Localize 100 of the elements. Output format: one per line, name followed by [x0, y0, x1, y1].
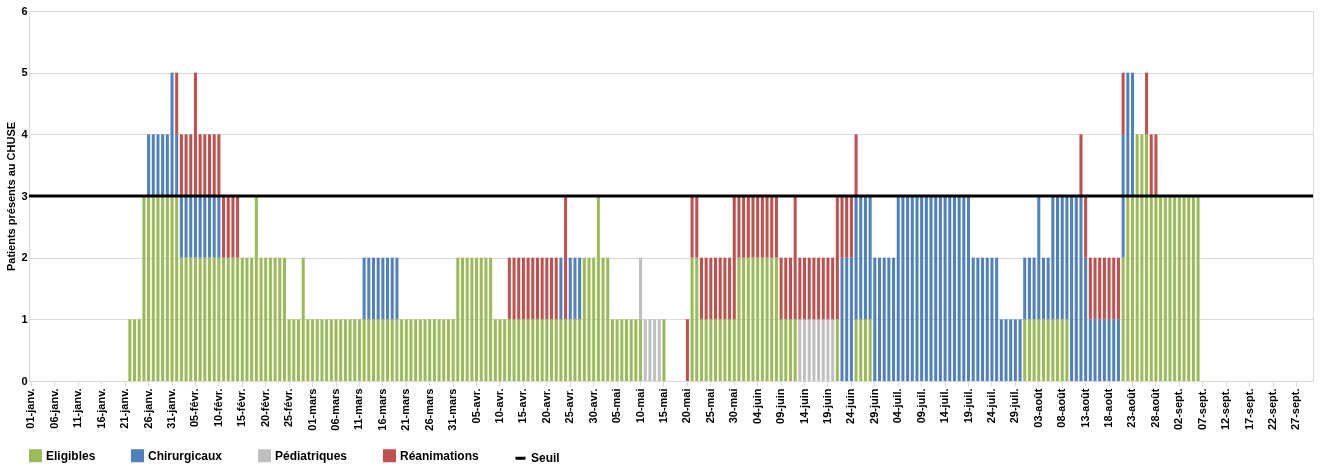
x-tick-label: 13-août	[1078, 388, 1091, 428]
bar	[498, 319, 502, 381]
bar	[948, 196, 952, 381]
bar	[1051, 319, 1055, 381]
bar	[320, 319, 324, 381]
bar	[217, 257, 221, 381]
bar	[606, 257, 610, 381]
x-tick-label: 08-août	[1055, 388, 1068, 428]
bar	[854, 134, 858, 196]
bar	[521, 319, 525, 381]
bar	[1126, 196, 1130, 381]
bar	[564, 319, 568, 381]
y-tick-label: 0	[21, 374, 28, 387]
x-tick-label: 05-mai	[610, 388, 623, 424]
bar	[971, 257, 975, 381]
bar	[854, 196, 858, 320]
x-tick-label: 16-janv.	[94, 388, 107, 429]
bar	[1130, 196, 1135, 381]
bar	[395, 319, 399, 381]
bar	[1116, 319, 1120, 381]
bar	[1130, 72, 1135, 196]
bar	[1140, 134, 1144, 381]
bar	[938, 196, 942, 381]
y-tick-label: 5	[21, 66, 28, 79]
bar	[1023, 257, 1027, 320]
bar	[414, 319, 418, 381]
legend-label: Pédiatriques	[275, 448, 348, 463]
bar	[859, 319, 863, 381]
bar	[189, 134, 193, 196]
bar	[1079, 134, 1083, 196]
bar	[386, 319, 390, 381]
bar	[629, 319, 633, 381]
bar	[1196, 196, 1200, 381]
x-tick-label: 29-juil.	[1008, 388, 1021, 424]
bar	[254, 196, 258, 381]
bar	[742, 257, 746, 381]
bar	[962, 196, 966, 381]
bar	[742, 196, 746, 258]
bar	[812, 257, 816, 320]
x-tick-label: 15-févr.	[235, 388, 248, 428]
x-tick-label: 26-mars	[422, 388, 435, 431]
bar	[770, 196, 774, 258]
x-tick-label: 25-avr.	[563, 388, 576, 424]
bar	[929, 196, 933, 381]
x-tick-label: 22-sept.	[1266, 388, 1279, 431]
bar	[428, 319, 432, 381]
bar	[868, 319, 872, 381]
bar	[817, 319, 821, 381]
bar	[231, 196, 235, 258]
bar	[264, 257, 268, 381]
bar	[203, 196, 207, 258]
bar	[859, 196, 863, 320]
bar	[835, 319, 839, 381]
bar	[390, 257, 394, 320]
legend-label: Réanimations	[400, 448, 480, 463]
bar	[788, 319, 792, 381]
bar	[863, 319, 867, 381]
bar	[732, 196, 736, 320]
bar	[156, 134, 160, 196]
bar	[910, 196, 914, 381]
bar	[1032, 319, 1036, 381]
bar	[779, 257, 783, 320]
bar	[311, 319, 315, 381]
bar	[877, 257, 882, 381]
bar	[376, 257, 380, 320]
bar	[704, 319, 708, 381]
bar	[521, 257, 525, 320]
bar	[854, 319, 858, 381]
bar	[1121, 72, 1125, 135]
bar	[690, 196, 694, 258]
bar	[203, 257, 207, 381]
bar	[578, 319, 582, 381]
bar	[709, 319, 713, 381]
bar	[292, 319, 296, 381]
bar	[1159, 196, 1163, 381]
x-tick-label: 01-janv.	[24, 388, 37, 429]
bar	[1027, 319, 1031, 381]
bar	[784, 319, 788, 381]
bar	[554, 257, 558, 320]
bar	[357, 319, 361, 381]
x-tick-label: 14-juil.	[938, 388, 951, 424]
x-tick-label: 28-août	[1148, 388, 1161, 428]
x-tick-label: 20-mai	[680, 388, 693, 424]
x-tick-label: 27-sept.	[1289, 388, 1302, 431]
bar	[1070, 196, 1074, 381]
bar	[432, 319, 436, 381]
bar	[367, 319, 371, 381]
bar	[1037, 319, 1041, 381]
bar	[704, 257, 708, 320]
bar	[793, 319, 797, 381]
bar	[751, 257, 755, 381]
bar	[573, 319, 577, 381]
bar	[517, 319, 521, 381]
bar	[348, 319, 352, 381]
bar	[568, 319, 572, 381]
y-tick-label: 4	[21, 127, 29, 140]
x-tick-label: 19-juin	[820, 388, 833, 424]
bar	[423, 319, 427, 381]
bar	[770, 257, 774, 381]
bar	[840, 257, 844, 381]
